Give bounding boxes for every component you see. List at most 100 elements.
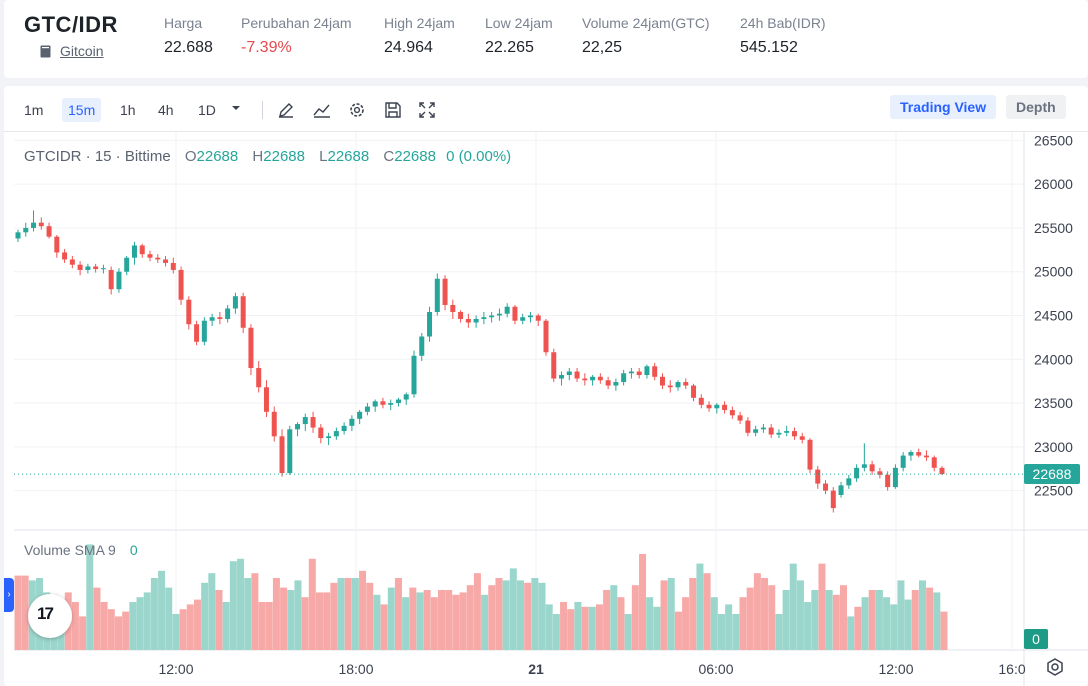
candle-body [263, 387, 269, 412]
volume-bar [208, 573, 216, 650]
volume-bar [445, 590, 453, 650]
volume-bar [287, 590, 295, 650]
volume-tag: 0 [1024, 629, 1048, 649]
volume-bar [574, 602, 582, 650]
volume-bar [315, 592, 323, 650]
volume-bar [229, 561, 237, 650]
candle-body [411, 355, 417, 395]
volume-bar [610, 585, 618, 650]
candle-body [784, 431, 790, 433]
candle-body [566, 371, 572, 376]
candle-body [527, 315, 533, 318]
volume-bar [581, 606, 589, 650]
candle-body [139, 245, 145, 255]
volume-bar [717, 614, 725, 650]
volume-bar [344, 578, 352, 650]
chart-panel: 1m 15m 1h 4h 1D Trading View Depth 22500… [4, 86, 1088, 686]
candle-body [15, 232, 21, 239]
stat-change: Perubahan 24jam -7.39% [241, 15, 352, 56]
volume-bar [294, 580, 302, 650]
volume-bar [150, 578, 158, 650]
candle-body [574, 371, 580, 379]
candle-body [714, 404, 720, 409]
candle-body [380, 401, 386, 405]
candle-body [652, 366, 658, 377]
volume-bar [452, 594, 460, 650]
volume-bar [674, 611, 682, 650]
save-icon[interactable] [383, 100, 403, 120]
volume-bar [14, 575, 22, 650]
x-tick-label: 12:00 [158, 661, 193, 677]
candle-body [691, 385, 697, 398]
last-price-tag: 22688 [1024, 464, 1080, 485]
volume-bar [926, 587, 934, 650]
gear-icon[interactable] [347, 100, 367, 120]
chart-settings-icon[interactable] [1044, 656, 1066, 678]
y-tick-label: 25000 [1034, 264, 1073, 280]
y-tick-label: 26500 [1034, 132, 1073, 148]
open-label: O [184, 148, 197, 165]
stat-low: Low 24jam 22.265 [485, 15, 553, 56]
candle-body [628, 371, 634, 374]
volume-bar [272, 578, 280, 650]
candle-body [923, 455, 929, 458]
high-value: 22688 [263, 148, 305, 165]
volume-bar [359, 570, 367, 650]
candle-body [504, 306, 510, 314]
candle-body [147, 254, 153, 258]
tradingview-logo[interactable]: 17 [28, 594, 72, 638]
candle-body [698, 397, 704, 405]
volume-bar [337, 578, 345, 650]
candle-body [93, 266, 99, 270]
volume-bar [897, 580, 905, 650]
candle-body [908, 452, 914, 456]
pencil-icon[interactable] [276, 100, 296, 120]
candle-body [248, 327, 254, 369]
indicator-icon[interactable] [312, 100, 332, 120]
volume-bar [215, 590, 223, 650]
fullscreen-icon[interactable] [417, 100, 437, 120]
candle-body [465, 318, 471, 323]
chevron-right-icon: › [7, 589, 11, 600]
coin-name-link[interactable]: Gitcoin [60, 43, 104, 59]
pair-title: GTC/IDR [24, 12, 118, 37]
candle-body [178, 269, 184, 300]
volume-bar [940, 611, 948, 650]
volume-bar [746, 587, 754, 650]
volume-bar [560, 602, 568, 650]
candle-body [597, 376, 603, 381]
tab-1h[interactable]: 1h [120, 102, 136, 118]
stat-turnover: 24h Bab(IDR) 545.152 [740, 15, 826, 56]
candlestick-chart[interactable]: 22500 23000 23500 24000 24500 25000 25500 26000… [4, 86, 1088, 686]
volume-bar [753, 573, 761, 650]
candle-body [605, 380, 611, 386]
candle-body [23, 227, 29, 233]
candle-body [100, 268, 106, 270]
trading-view-button[interactable]: Trading View [890, 95, 997, 119]
volume-bar [373, 594, 381, 650]
tab-4h[interactable]: 4h [158, 102, 174, 118]
tab-1m[interactable]: 1m [24, 102, 44, 118]
volume-bar [840, 585, 848, 650]
volume-bar [789, 563, 797, 650]
candle-body [108, 269, 114, 290]
tab-1d[interactable]: 1D [198, 102, 216, 118]
volume-bar [330, 582, 338, 650]
volume-bar [323, 592, 331, 650]
tab-15m[interactable]: 15m [62, 98, 102, 122]
volume-bar [588, 606, 596, 650]
candle-body [302, 417, 308, 425]
volume-bar [567, 609, 575, 650]
candle-body [240, 296, 246, 328]
volume-bar [667, 578, 675, 650]
close-label: C [383, 148, 395, 165]
volume-bar [595, 604, 603, 650]
candle-body [706, 404, 712, 409]
x-tick-label: 18:00 [338, 661, 373, 677]
candle-body [776, 432, 782, 435]
candle-body [38, 222, 44, 227]
chevron-down-icon[interactable] [230, 102, 242, 114]
depth-button[interactable]: Depth [1006, 95, 1066, 119]
candle-body [559, 375, 565, 379]
sidebar-expand-tab[interactable]: › [4, 578, 14, 612]
